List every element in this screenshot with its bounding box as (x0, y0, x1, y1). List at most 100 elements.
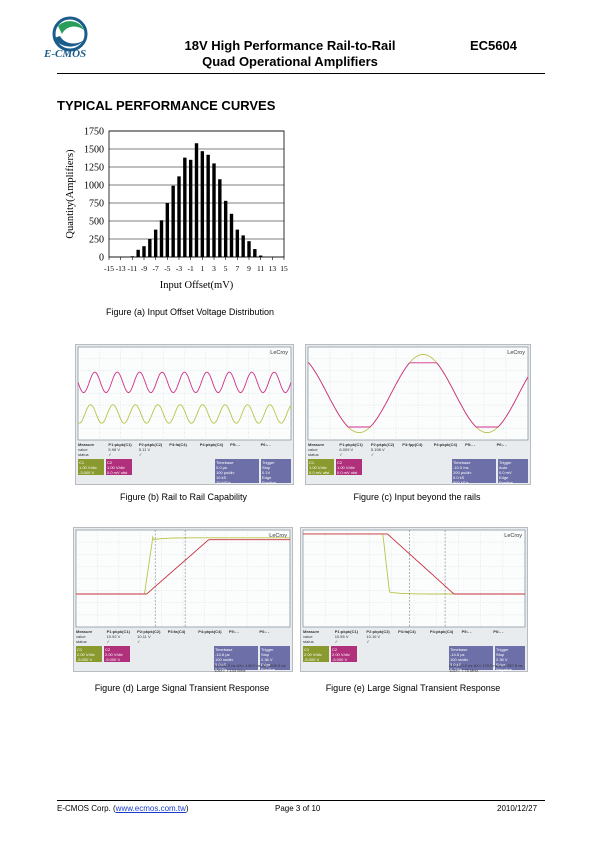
chip-line: C1 (309, 460, 315, 465)
measure-cell: P1:pkpk(C1) (339, 442, 363, 447)
chip-line: 2.00 V/div (105, 652, 123, 657)
scope-figure-b: LeCroy Measure P1:pkpk(C1) P2:pkpk(C2) P3:fa… (75, 344, 294, 485)
timebase-chip: Timebase -14.6 μs 100 ns/div 5.0 kS 5 GS/s (449, 646, 493, 672)
chip-line: -5.000 V (304, 657, 320, 662)
chip-line: -14.6 μs (215, 652, 230, 657)
x-tick-label: -3 (176, 264, 182, 273)
trace-ch1 (77, 371, 292, 394)
measure-cell: ✓ (366, 639, 370, 644)
bar (218, 179, 222, 257)
chip-line: 0.0 mV ofst (337, 470, 358, 475)
trigger-chip: Trigger Stop 0.1V Edge Positive (261, 459, 291, 485)
measure-cell: ✓ (370, 452, 375, 457)
scope-figure-e: LeCroy Measure P1:pkpk(C1) P2:pkpk(C2) P3:fa… (300, 527, 528, 673)
trace-ch2 (77, 404, 292, 424)
chip-line: Edge (499, 475, 509, 480)
chip-line: 10 MS/s (216, 480, 231, 485)
header-rule (57, 73, 545, 74)
title-line-2: Quad Operational Amplifiers (202, 54, 378, 69)
measure-cell: ✓ (137, 639, 141, 644)
figure-b-caption: Figure (b) Rail to Rail Capability (119, 492, 248, 502)
bar (206, 154, 210, 257)
y-tick-label: 1500 (84, 145, 104, 156)
chip-line: 2.36 V (496, 657, 508, 662)
measure-cell: Measure (76, 629, 93, 634)
title-line-1: 18V High Performance Rail-to-Rail (184, 38, 396, 53)
timebase-chip: Timebase -14.6 μs 100 ns/div 5.0 kS 5 GS/s (214, 646, 258, 672)
chip-line: -5.000 V (77, 657, 93, 662)
measure-cell: P1:pkpk(C1) (106, 629, 130, 634)
figure-a-caption: Figure (a) Input Offset Voltage Distribu… (106, 307, 274, 317)
measure-cell: status (303, 639, 314, 644)
chip-line: C2 (105, 647, 111, 652)
chip-line: 5 GS/s (450, 667, 463, 672)
chip-line: 100 ns/div (450, 657, 469, 662)
scope-graticule (77, 346, 292, 441)
bar (159, 220, 164, 257)
chip-line: 0.0 μs (216, 465, 227, 470)
measure-cell: 10.16 V (366, 634, 381, 639)
measure-cell: ✓ (339, 452, 343, 457)
cursor-readout: X1= 50.0 ns ΔX= 140.0 ns X2= 200.0 ns 1/… (214, 663, 286, 673)
chip-line: 500 kS/s (453, 480, 469, 485)
chip-line: Timebase (450, 647, 468, 652)
bar (148, 239, 152, 257)
channel-1-chip: C1 2.00 V/div -5.000 V (76, 646, 102, 662)
chip-line: Negative (496, 667, 512, 672)
x-tick-label: -9 (141, 264, 147, 273)
measure-cell: status (78, 452, 89, 457)
chip-line: -5.000 V (332, 657, 348, 662)
chip-line: Positive (261, 667, 276, 672)
footer-website-link[interactable]: www.ecmos.com.tw (115, 804, 186, 813)
x-tick-label: 3 (212, 264, 216, 273)
measure-cell: P4:pkpk(C4) (199, 442, 224, 447)
figure-e-caption: Figure (e) Large Signal Transient Respon… (325, 683, 501, 693)
channel-2-chip: C2 2.00 V/div -5.000 V (104, 646, 130, 662)
measure-cell: P2:pkpk(C2) (370, 442, 395, 447)
chip-line: Positive (499, 480, 514, 485)
scope-figure-d: LeCroy Measure P1:pkpk(C1) P2:pkpk(C2) P3:fa… (73, 527, 293, 673)
scope-screen: LeCroy (307, 346, 529, 441)
bar (153, 229, 158, 257)
channel-2-chip: C2 1.00 V/div 0.0 mV ofst (336, 459, 362, 475)
y-axis-label: Quantity(Amplifiers) (65, 149, 76, 239)
measure-cell: P6:- - (259, 629, 270, 634)
bar (183, 157, 187, 257)
measure-cell: value (303, 634, 313, 639)
chip-line: 5 GS/s (215, 667, 228, 672)
scope-brand-label: LeCroy (507, 350, 525, 356)
measure-cell: P5:- - (465, 442, 476, 447)
chip-line: Timebase (216, 460, 234, 465)
bar (165, 203, 170, 257)
measure-cell: P3:fpp(C4) (402, 442, 423, 447)
measure-cell: P2:pkpk(C2) (137, 629, 161, 634)
chip-line: Edge (496, 662, 506, 667)
scope-brand-label: LeCroy (270, 350, 288, 356)
y-tick-label: 0 (99, 253, 104, 264)
timebase-chip: Timebase -10.0 ms 200 μs/div 5.0 kS 500 kS/s (452, 459, 496, 485)
chip-line: Trigger (496, 647, 509, 652)
channel-1-chip: C1 2.00 V/div -5.000 V (303, 646, 329, 662)
scope-screen: LeCroy (77, 346, 292, 441)
measure-cell: 5.98 V (108, 447, 120, 452)
measure-cell: P3:fa(C4) (398, 629, 416, 634)
figure-a-chart: 1750 1500 1250 1000 750 500 250 0 -15 -13 -11 -9 -7-… (58, 122, 298, 292)
measure-cell: Measure (78, 442, 95, 447)
chip-line: Trigger (499, 460, 512, 465)
figure-c-caption: Figure (c) Input beyond the rails (353, 492, 481, 502)
measure-cell: P3:fa(C4) (169, 442, 187, 447)
chip-line: 5.0 kS (215, 662, 227, 667)
trigger-chip: Trigger Auto 0.0 mV Edge Positive (498, 459, 528, 485)
measure-cell: Measure (303, 629, 320, 634)
figure-d-caption: Figure (d) Large Signal Transient Respon… (94, 683, 270, 693)
footer-company-text: E-CMOS Corp. ( (57, 804, 116, 813)
measure-cell: value (78, 447, 88, 452)
chip-line: 0.0 mV ofst (107, 470, 128, 475)
trace-ch1 (303, 533, 525, 595)
x-tick-label: 13 (269, 264, 277, 273)
trigger-chip: Trigger Stop 2.36 V Edge Negative (495, 646, 525, 672)
measure-cell: Measure (308, 442, 325, 447)
chip-line: 200 μs/div (453, 470, 472, 475)
channel-1-chip: C1 1.00 V/div -3.000 V (78, 459, 104, 475)
chip-line: 0.0 mV (499, 470, 512, 475)
